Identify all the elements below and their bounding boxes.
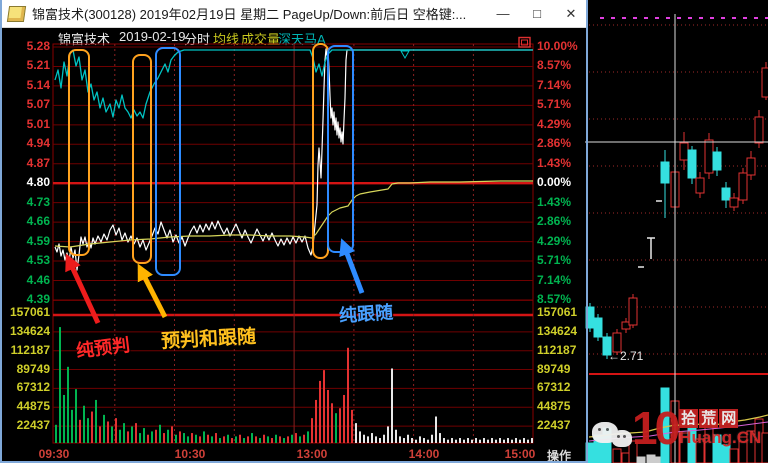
price-tick-left: 4.53: [26, 253, 50, 268]
price-tick-left: 5.28: [26, 39, 50, 53]
price-tick-left: 4.73: [26, 194, 50, 209]
window-title: 锦富技术(300128) 2019年02月19日 星期二 PageUp/Down…: [32, 7, 467, 22]
price-tick-left: 4.39: [26, 291, 50, 306]
annotation-pure-follow: 纯跟随: [338, 302, 394, 326]
volume-tick-left: 89749: [16, 361, 50, 376]
legend-overlay-stock[interactable]: 深天马A: [278, 32, 326, 47]
price-tick-left: 4.87: [26, 155, 50, 170]
percent-tick-right: 1.43%: [537, 155, 572, 170]
header-stock-name: 锦富技术: [58, 32, 111, 47]
window-titlebar[interactable]: 锦富技术(300128) 2019年02月19日 星期二 PageUp/Down…: [0, 0, 588, 28]
volume-tick-left: 67312: [16, 380, 50, 395]
volume-tick-left: 134624: [9, 323, 50, 338]
percent-tick-right: 2.86%: [537, 214, 572, 229]
price-tick-left: 5.14: [26, 77, 50, 92]
volume-tick-right: 67312: [537, 380, 571, 395]
volume-tick-right: 22437: [537, 418, 571, 433]
legend-ma-label[interactable]: 均线: [213, 32, 240, 47]
time-tick: 14:00: [408, 447, 440, 461]
app-icon: [6, 5, 27, 22]
volume-tick-right: 44875: [537, 399, 571, 414]
minimize-button[interactable]: —: [496, 6, 510, 21]
price-tick-left: 4.59: [26, 233, 50, 248]
site-watermark: 10 拾荒网 Huang.CN: [592, 402, 768, 458]
annotation-pure-predict: 纯预判: [75, 334, 132, 362]
maximize-button[interactable]: □: [533, 6, 541, 21]
volume-tick-right: 134624: [537, 323, 578, 338]
time-tick: 10:30: [174, 447, 206, 461]
volume-tick-left: 157061: [9, 305, 50, 319]
price-tick-left: 4.66: [26, 214, 50, 229]
watermark-domain: Huang.CN: [679, 428, 762, 447]
time-tick: 13:00: [296, 447, 328, 461]
volume-tick-left: 44875: [16, 399, 50, 414]
legend-volume-label[interactable]: 成交量: [241, 32, 281, 47]
volume-tick-right: 157061: [537, 305, 578, 319]
header-date: 2019-02-19: [119, 29, 186, 44]
time-tick: 15:00: [504, 447, 536, 461]
intraday-chart-window: 锦富技术(300128) 2019年02月19日 星期二 PageUp/Down…: [0, 0, 588, 463]
percent-tick-right: 1.43%: [537, 194, 572, 209]
percent-tick-right: 8.57%: [537, 291, 572, 306]
price-tick-left: 5.01: [26, 116, 50, 131]
watermark-number: 10: [632, 402, 680, 454]
percent-tick-right: 5.71%: [537, 97, 572, 112]
volume-tick-left: 22437: [16, 418, 50, 433]
corner-action-button[interactable]: 操作: [547, 449, 572, 463]
price-tick-left: 4.80: [26, 175, 50, 190]
kline-background-window[interactable]: [588, 0, 768, 463]
volume-tick-right: 89749: [537, 361, 571, 376]
percent-tick-right: 8.57%: [537, 58, 572, 73]
percent-tick-right: 4.29%: [537, 233, 572, 248]
time-tick: 09:30: [38, 447, 70, 461]
percent-tick-right: 7.14%: [537, 77, 572, 92]
price-tick-left: 5.07: [26, 97, 50, 112]
wechat-icon: [592, 418, 632, 458]
volume-tick-right: 112187: [537, 342, 577, 357]
price-tick-left: 4.46: [26, 272, 50, 287]
window-border-right: [586, 0, 588, 463]
watermark-site-name: 拾荒网: [679, 409, 739, 428]
percent-tick-right: 0.00%: [537, 175, 572, 190]
close-button[interactable]: ✕: [565, 5, 577, 21]
percent-tick-right: 5.71%: [537, 253, 572, 268]
price-tick-left: 5.21: [26, 58, 50, 73]
percent-tick-right: 2.86%: [537, 136, 572, 151]
window-border-left: [0, 0, 2, 463]
percent-tick-right: 7.14%: [537, 272, 572, 287]
volume-tick-left: 112187: [10, 342, 50, 357]
percent-tick-right: 4.29%: [537, 116, 572, 131]
percent-tick-right: 10.00%: [537, 39, 578, 53]
price-tick-left: 4.94: [26, 136, 50, 151]
header-mode-label[interactable]: 分时: [184, 32, 211, 47]
annotation-predict-and-follow: 预判和跟随: [160, 326, 257, 353]
window-border-bottom: [0, 461, 588, 463]
